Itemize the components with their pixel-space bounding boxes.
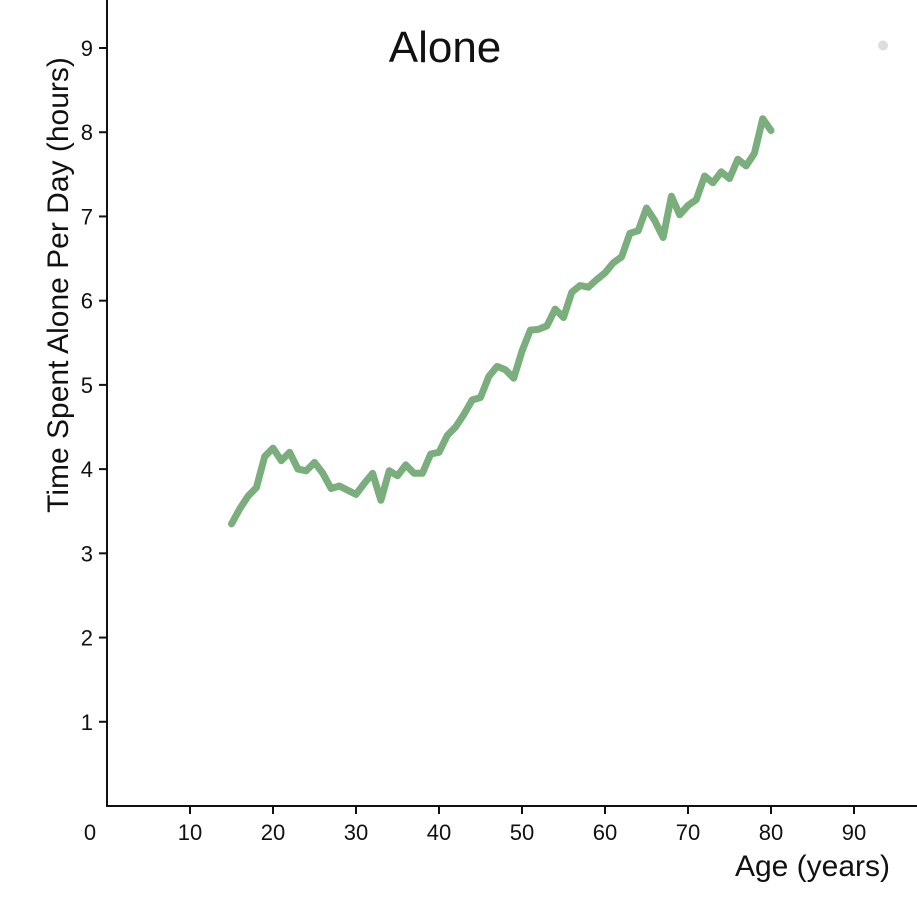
x-tick-label: 90 [842,820,866,845]
marker-layer [878,40,889,51]
x-tick-label: 50 [510,820,534,845]
chart-title: Alone [389,23,502,72]
x-tick-label: 10 [178,820,202,845]
y-tick-label: 3 [81,541,93,566]
x-ticks: 0 10 20 30 40 50 60 70 80 90 [84,806,866,845]
x-tick-label: 30 [344,820,368,845]
series-line [228,115,775,528]
x-tick-label: 60 [593,820,617,845]
y-tick-label: 8 [81,120,93,145]
y-tick-label: 7 [81,204,93,229]
y-tick-label: 1 [81,710,93,735]
y-tick-label: 6 [81,289,93,314]
y-ticks: 1 2 3 4 5 6 7 8 9 [81,36,107,735]
y-tick-label: 5 [81,373,93,398]
y-tick-label: 9 [81,36,93,61]
x-axis-title: Age (years) [735,850,890,883]
x-tick-label: 80 [759,820,783,845]
x-tick-label: 40 [427,820,451,845]
x-tick-label: 0 [84,820,96,845]
axes [106,0,917,807]
y-tick-label: 4 [81,457,93,482]
series-layer [228,115,775,528]
y-tick-label: 2 [81,626,93,651]
y-axis-title: Time Spent Alone Per Day (hours) [42,57,75,513]
data-point [878,40,889,51]
x-tick-label: 70 [676,820,700,845]
x-tick-label: 20 [261,820,285,845]
